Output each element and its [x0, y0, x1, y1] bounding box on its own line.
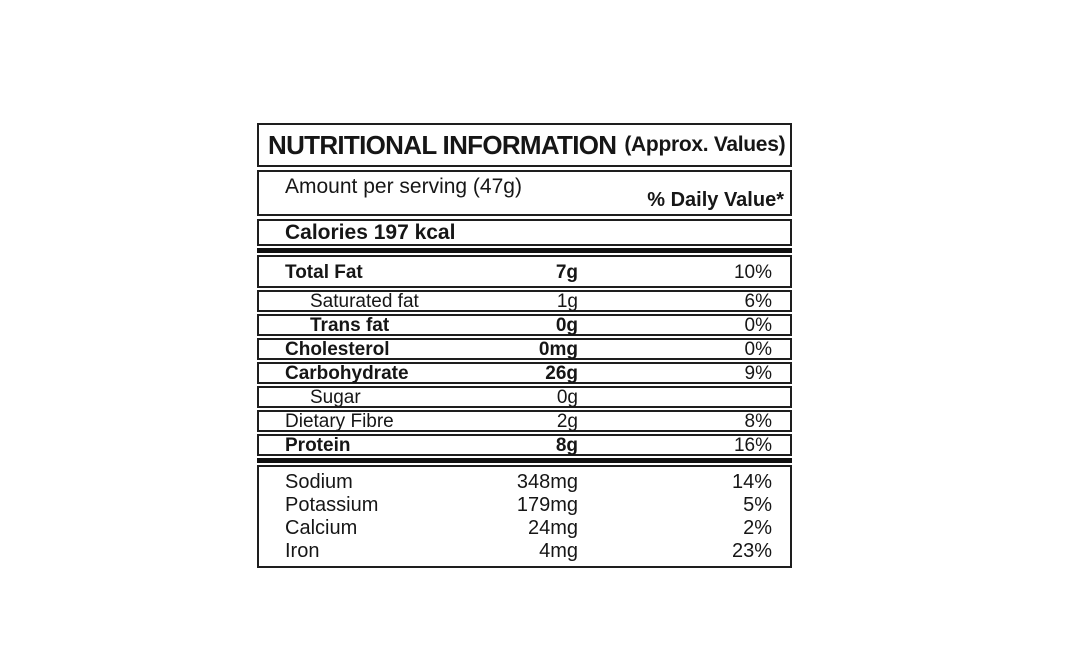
mineral-amount: 348mg: [516, 470, 578, 493]
nutrient-amount: 0g: [556, 387, 578, 408]
nutrient-name: Protein: [285, 435, 351, 456]
nutrient-name: Sugar: [310, 387, 361, 408]
daily-value-header: % Daily Value*: [647, 189, 784, 211]
mineral-daily-value: 14%: [731, 470, 772, 493]
nutrient-name: Cholesterol: [285, 339, 390, 360]
nutrient-row: Cholesterol 0mg 0%: [257, 338, 792, 360]
nutrient-daily-value: 10%: [733, 262, 772, 283]
serving-row: Amount per serving (47g) % Daily Value*: [257, 170, 792, 216]
mineral-row: Calcium 24mg 2%: [259, 516, 790, 539]
mineral-row: Iron 4mg 23%: [259, 539, 790, 562]
mineral-daily-value: 5%: [743, 493, 772, 516]
nutrient-daily-value: 9%: [744, 363, 772, 384]
nutrient-amount: 8g: [555, 435, 578, 456]
nutrient-row: Total Fat 7g 10%: [257, 255, 792, 288]
serving-size-text: Amount per serving (47g): [285, 175, 522, 198]
calories-row: Calories 197 kcal: [257, 219, 792, 246]
nutrient-row: Dietary Fibre 2g 8%: [257, 410, 792, 432]
nutrient-name: Dietary Fibre: [285, 411, 394, 432]
mineral-amount: 179mg: [516, 493, 578, 516]
mineral-name: Sodium: [285, 470, 353, 493]
mineral-name: Iron: [285, 539, 320, 562]
nutrient-row: Saturated fat 1g 6%: [257, 290, 792, 312]
label-title: NUTRITIONAL INFORMATION: [268, 129, 617, 160]
minerals-section: Sodium 348mg 14% Potassium 179mg 5% Calc…: [257, 465, 792, 568]
label-title-suffix: (Approx. Values): [624, 133, 786, 156]
nutrient-amount: 2g: [556, 411, 578, 432]
nutrient-row: Protein 8g 16%: [257, 434, 792, 456]
nutrient-amount: 26g: [545, 363, 578, 384]
nutrient-daily-value: 6%: [744, 291, 772, 312]
mineral-amount: 24mg: [527, 516, 578, 539]
mineral-amount: 4mg: [539, 539, 578, 562]
mineral-name: Potassium: [285, 493, 379, 516]
nutrient-daily-value: 0%: [744, 339, 772, 360]
nutrient-daily-value: 8%: [744, 411, 772, 432]
nutrient-name: Saturated fat: [310, 291, 419, 312]
nutrient-row: Trans fat 0g 0%: [257, 314, 792, 336]
mineral-name: Calcium: [285, 516, 358, 539]
nutrient-name: Trans fat: [310, 315, 390, 336]
mineral-daily-value: 23%: [731, 539, 772, 562]
section-divider-bar-bottom: [257, 458, 792, 463]
nutrient-rows-section: Total Fat 7g 10% Saturated fat 1g 6% Tra…: [257, 255, 792, 456]
nutrient-amount: 0g: [555, 315, 578, 336]
nutrition-label: NUTRITIONAL INFORMATION (Approx. Values)…: [257, 123, 792, 568]
nutrient-name: Carbohydrate: [285, 363, 409, 384]
nutrient-row: Sugar 0g: [257, 386, 792, 408]
nutrient-amount: 7g: [555, 262, 578, 283]
nutrient-row: Carbohydrate 26g 9%: [257, 362, 792, 384]
mineral-daily-value: 2%: [743, 516, 772, 539]
nutrient-daily-value: 16%: [733, 435, 772, 456]
nutrient-daily-value: 0%: [744, 315, 772, 336]
nutrient-name: Total Fat: [285, 262, 363, 283]
nutrient-amount: 0mg: [538, 339, 578, 360]
nutrient-amount: 1g: [556, 291, 578, 312]
mineral-row: Sodium 348mg 14%: [259, 470, 790, 493]
label-title-row: NUTRITIONAL INFORMATION (Approx. Values): [257, 123, 792, 167]
mineral-row: Potassium 179mg 5%: [259, 493, 790, 516]
calories-text: Calories 197 kcal: [285, 220, 456, 244]
section-divider-bar-top: [257, 248, 792, 253]
